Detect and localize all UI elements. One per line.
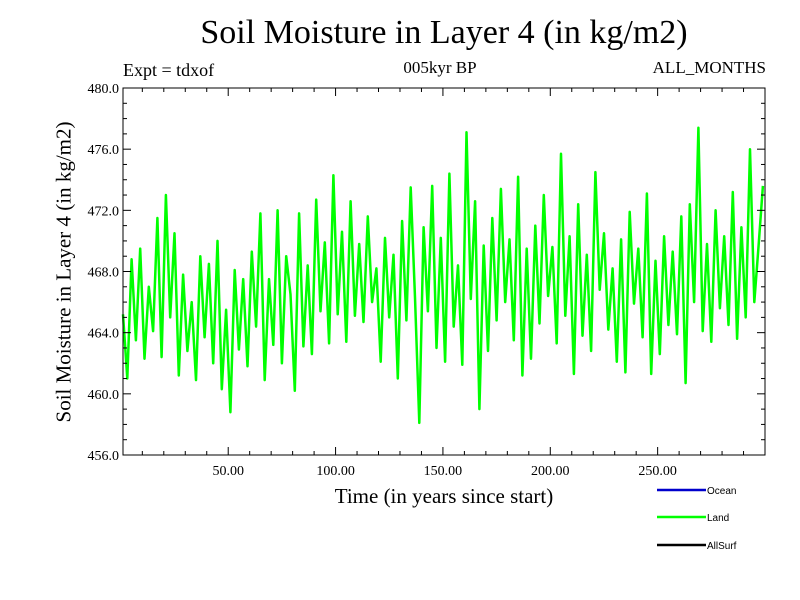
x-tick-label: 250.00 [638, 464, 677, 479]
y-tick-label: 456.0 [88, 449, 120, 464]
y-tick-label: 476.0 [88, 143, 120, 158]
y-tick-label: 464.0 [88, 327, 120, 342]
x-tick-label: 50.00 [212, 464, 244, 479]
legend: Ocean Land AllSurf [657, 486, 737, 552]
y-tick-label: 472.0 [88, 204, 120, 219]
months-label: ALL_MONTHS [652, 58, 766, 77]
legend-label-allsurf: AllSurf [707, 541, 737, 552]
experiment-label: Expt = tdxof [123, 60, 215, 80]
x-axis-label: Time (in years since start) [334, 484, 554, 508]
chart-subtitle: 005kyr BP [403, 58, 477, 77]
legend-label-land: Land [707, 513, 729, 524]
chart-title: Soil Moisture in Layer 4 (in kg/m2) [200, 14, 688, 51]
x-tick-label: 200.00 [531, 464, 570, 479]
series-line-land [121, 126, 765, 425]
y-tick-label: 468.0 [88, 266, 120, 281]
x-tick-label: 100.00 [316, 464, 355, 479]
plot-area: 50.00 100.00 150.00 200.00 250.00 456.0 460.0 4… [88, 82, 766, 479]
y-tick-label: 480.0 [88, 82, 120, 97]
legend-label-ocean: Ocean [707, 486, 736, 497]
y-tick-label: 460.0 [88, 388, 120, 403]
x-tick-label: 150.00 [424, 464, 463, 479]
